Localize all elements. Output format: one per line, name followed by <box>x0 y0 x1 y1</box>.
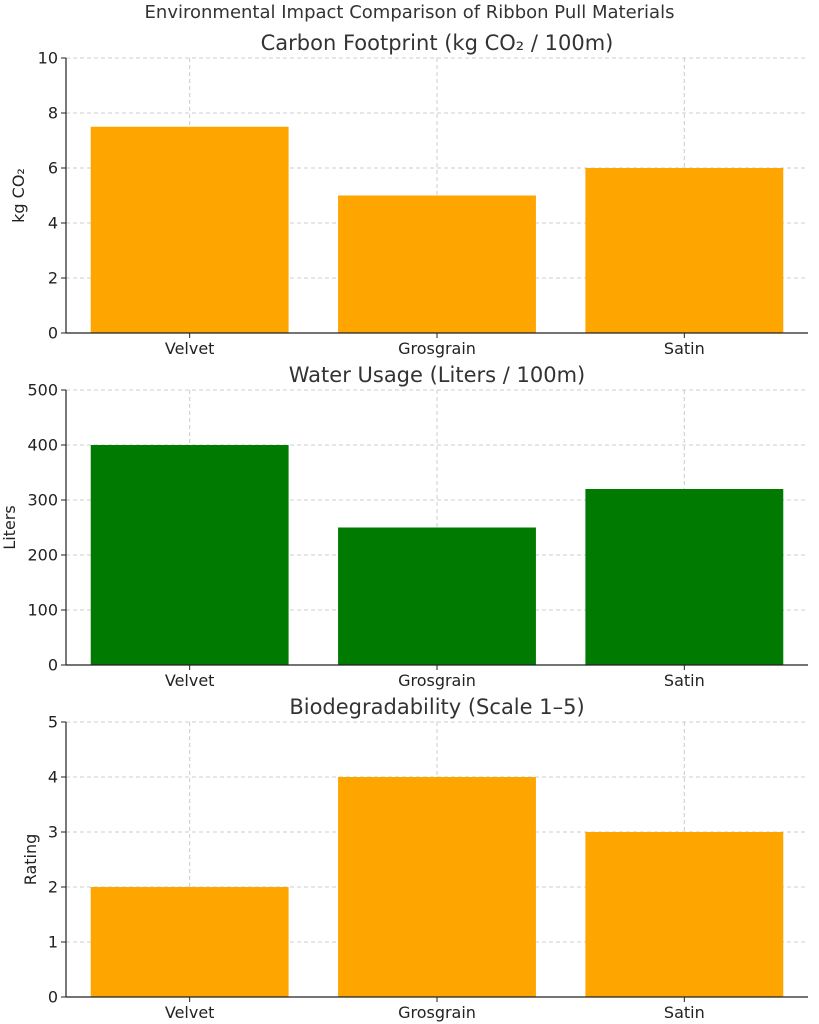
y-tick-label: 200 <box>27 546 58 565</box>
y-tick-label: 3 <box>48 823 58 842</box>
x-tick-label-grosgrain: Grosgrain <box>398 671 476 690</box>
bar-grosgrain <box>338 195 536 333</box>
bar-satin <box>585 489 784 665</box>
y-tick-label: 2 <box>48 878 58 897</box>
chart-title-3: Biodegradability (Scale 1–5) <box>289 695 584 719</box>
x-tick-label-grosgrain: Grosgrain <box>398 1003 476 1022</box>
chart-panel-2: 0 100 200 300 400 500 Velvet Grosgrain Satin Wate… <box>0 363 808 690</box>
y-tick-label: 0 <box>48 324 58 343</box>
bar-grosgrain <box>338 527 536 665</box>
x-tick-label-velvet: Velvet <box>165 671 215 690</box>
y-tick-label: 100 <box>27 601 58 620</box>
bar-satin <box>585 832 784 997</box>
x-tick-label-grosgrain: Grosgrain <box>398 339 476 358</box>
y-axis-label-1: kg CO₂ <box>9 168 28 223</box>
y-tick-label: 500 <box>27 381 58 400</box>
y-axis-label-2: Liters <box>0 505 19 549</box>
y-tick-label: 300 <box>27 491 58 510</box>
chart-panel-1: 0 2 4 6 8 10 Velvet Grosgrain Satin Carbon Footpr… <box>9 31 808 358</box>
y-tick-label: 0 <box>48 656 58 675</box>
chart-panel-3: 0 1 2 3 4 5 Velvet Grosgrain Satin Biodegradabili… <box>21 695 808 1022</box>
y-tick-label: 2 <box>48 269 58 288</box>
bar-grosgrain <box>338 777 536 997</box>
chart-title-1: Carbon Footprint (kg CO₂ / 100m) <box>261 31 614 55</box>
bar-velvet <box>90 126 289 333</box>
x-tick-label-satin: Satin <box>664 671 705 690</box>
y-tick-label: 8 <box>48 104 58 123</box>
bar-velvet <box>90 445 289 665</box>
y-tick-label: 0 <box>48 988 58 1007</box>
y-tick-label: 400 <box>27 436 58 455</box>
y-tick-label: 4 <box>48 214 58 233</box>
y-tick-label: 5 <box>48 713 58 732</box>
y-axis-label-3: Rating <box>21 834 40 886</box>
bar-velvet <box>90 887 289 997</box>
y-tick-label: 10 <box>38 49 58 68</box>
y-tick-label: 4 <box>48 768 58 787</box>
x-tick-label-satin: Satin <box>664 339 705 358</box>
x-tick-label-velvet: Velvet <box>165 1003 215 1022</box>
y-tick-label: 6 <box>48 159 58 178</box>
y-tick-label: 1 <box>48 933 58 952</box>
figure-title: Environmental Impact Comparison of Ribbo… <box>144 2 675 23</box>
bar-satin <box>585 168 784 333</box>
x-tick-label-satin: Satin <box>664 1003 705 1022</box>
chart-title-2: Water Usage (Liters / 100m) <box>289 363 585 387</box>
x-tick-label-velvet: Velvet <box>165 339 215 358</box>
